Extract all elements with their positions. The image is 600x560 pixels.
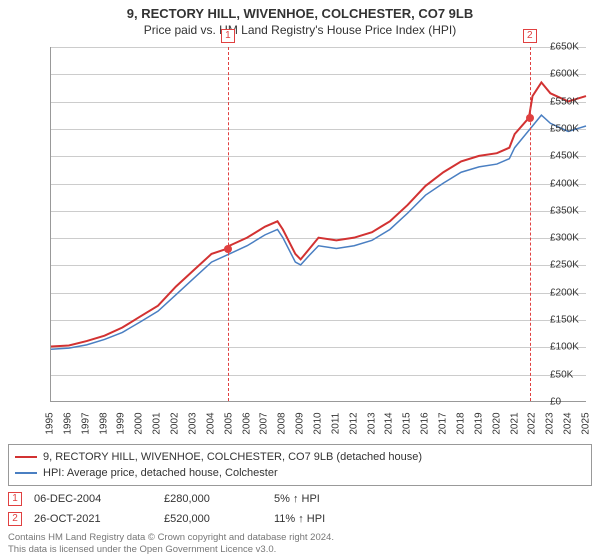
root: 9, RECTORY HILL, WIVENHOE, COLCHESTER, C… (0, 0, 600, 560)
y-axis-label: £250K (550, 260, 590, 271)
x-axis-label: 2006 (241, 412, 252, 434)
chart-lines (51, 47, 586, 401)
x-axis-label: 1996 (62, 412, 73, 434)
legend-label-hpi: HPI: Average price, detached house, Colc… (43, 465, 278, 481)
x-axis-label: 2017 (438, 412, 449, 434)
x-axis-label: 2000 (134, 412, 145, 434)
legend-swatch-property (15, 456, 37, 458)
chart-area: 12£0 £50K £100K £150K £200K £250K £300K £350K £4… (8, 41, 592, 438)
transaction-row: 1 06-DEC-2004 £280,000 5% ↑ HPI (8, 492, 592, 506)
x-axis-label: 2008 (277, 412, 288, 434)
x-axis-label: 2001 (152, 412, 163, 434)
y-axis-label: £300K (550, 233, 590, 244)
marker-dot (526, 114, 534, 122)
transaction-date: 06-DEC-2004 (34, 493, 164, 505)
chart-title-line1: 9, RECTORY HILL, WIVENHOE, COLCHESTER, C… (8, 6, 592, 21)
y-axis-label: £150K (550, 315, 590, 326)
x-axis-label: 2016 (420, 412, 431, 434)
x-axis-label: 2014 (384, 412, 395, 434)
x-axis-label: 2022 (527, 412, 538, 434)
transaction-index: 1 (8, 492, 22, 506)
x-axis-label: 2015 (402, 412, 413, 434)
marker-line (228, 47, 229, 401)
y-axis-label: £500K (550, 123, 590, 134)
transaction-row: 2 26-OCT-2021 £520,000 11% ↑ HPI (8, 512, 592, 526)
x-axis-label: 2013 (366, 412, 377, 434)
legend: 9, RECTORY HILL, WIVENHOE, COLCHESTER, C… (8, 444, 592, 486)
x-axis-label: 2012 (348, 412, 359, 434)
x-axis-label: 2024 (563, 412, 574, 434)
transaction-pct: 5% ↑ HPI (274, 493, 320, 505)
x-axis-label: 2003 (187, 412, 198, 434)
legend-swatch-hpi (15, 472, 37, 474)
chart-title-line2: Price paid vs. HM Land Registry's House … (8, 23, 592, 37)
x-axis-label: 2025 (581, 412, 592, 434)
x-axis-label: 1998 (98, 412, 109, 434)
x-axis-label: 2020 (491, 412, 502, 434)
x-axis-label: 2021 (509, 412, 520, 434)
y-axis-label: £50K (550, 369, 590, 380)
y-axis-label: £0 (550, 397, 590, 408)
transaction-price: £280,000 (164, 493, 274, 505)
x-axis-label: 1997 (80, 412, 91, 434)
marker-dot (224, 245, 232, 253)
legend-item-property: 9, RECTORY HILL, WIVENHOE, COLCHESTER, C… (15, 449, 585, 465)
footnote-line2: This data is licensed under the Open Gov… (8, 544, 592, 556)
x-axis-label: 2019 (473, 412, 484, 434)
legend-label-property: 9, RECTORY HILL, WIVENHOE, COLCHESTER, C… (43, 449, 422, 465)
x-axis-label: 2023 (545, 412, 556, 434)
plot-area: 12 (50, 47, 586, 402)
x-axis-label: 1995 (45, 412, 56, 434)
y-axis-label: £650K (550, 42, 590, 53)
x-axis-label: 1999 (116, 412, 127, 434)
y-axis-label: £450K (550, 151, 590, 162)
y-axis-label: £550K (550, 96, 590, 107)
marker-label: 1 (221, 29, 235, 43)
x-axis-label: 2002 (170, 412, 181, 434)
x-axis-label: 2007 (259, 412, 270, 434)
y-axis-label: £600K (550, 69, 590, 80)
transaction-price: £520,000 (164, 513, 274, 525)
y-axis-label: £100K (550, 342, 590, 353)
y-axis-label: £200K (550, 287, 590, 298)
x-axis-label: 2009 (295, 412, 306, 434)
x-axis-label: 2004 (205, 412, 216, 434)
transaction-date: 26-OCT-2021 (34, 513, 164, 525)
series-property (51, 82, 586, 346)
footnote-line1: Contains HM Land Registry data © Crown c… (8, 532, 592, 544)
x-axis-label: 2010 (313, 412, 324, 434)
x-axis-label: 2018 (455, 412, 466, 434)
transaction-pct: 11% ↑ HPI (274, 513, 325, 525)
marker-line (530, 47, 531, 401)
y-axis-label: £400K (550, 178, 590, 189)
legend-item-hpi: HPI: Average price, detached house, Colc… (15, 465, 585, 481)
footnote: Contains HM Land Registry data © Crown c… (8, 532, 592, 556)
x-axis-label: 2005 (223, 412, 234, 434)
marker-label: 2 (523, 29, 537, 43)
y-axis-label: £350K (550, 205, 590, 216)
transaction-index: 2 (8, 512, 22, 526)
x-axis-label: 2011 (330, 413, 341, 435)
